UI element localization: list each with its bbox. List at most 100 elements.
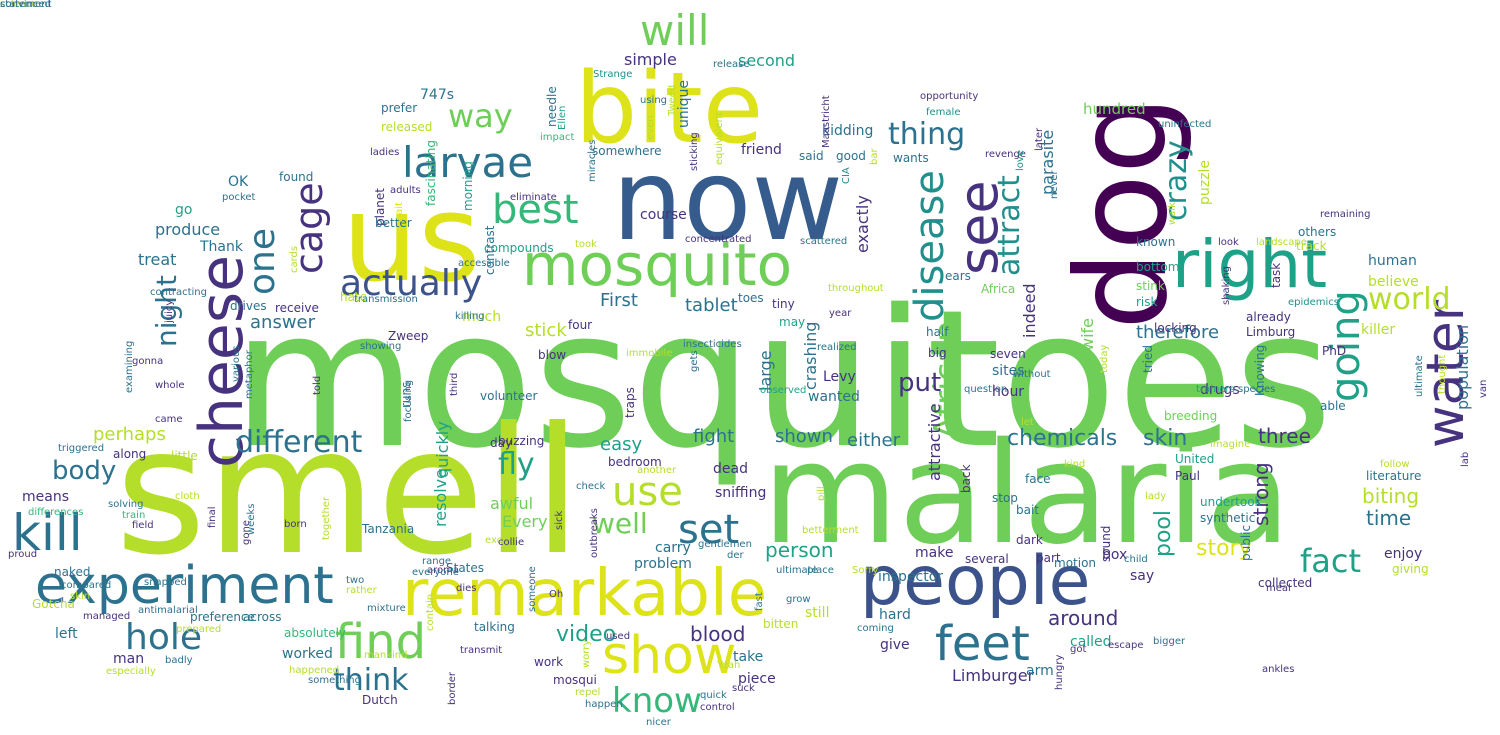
cloud-word: drives [230, 299, 267, 313]
cloud-word: fight [693, 426, 735, 447]
cloud-word: second [738, 51, 796, 70]
cloud-word: make [915, 545, 954, 561]
cloud-word: kind [1064, 459, 1086, 470]
cloud-word: little [171, 449, 198, 463]
cloud-word: imagine [1210, 439, 1251, 450]
cloud-word: different [235, 425, 363, 460]
cloud-word: follow [1380, 459, 1410, 470]
cloud-word: actually [340, 263, 483, 304]
cloud-word: lady [1145, 491, 1167, 502]
cloud-word: happened [289, 665, 340, 676]
cloud-word: prepared [176, 624, 222, 635]
cloud-word: weeks [246, 503, 257, 535]
cloud-word: right [1172, 226, 1328, 303]
cloud-word: United [1175, 452, 1215, 466]
cloud-word: something [308, 675, 361, 686]
cloud-word: control [700, 702, 735, 713]
cloud-word: find [335, 614, 427, 670]
cloud-word: two [346, 575, 365, 586]
cloud-word: love [1015, 150, 1026, 171]
cloud-word: bait [1016, 503, 1040, 517]
cloud-word: hole [125, 617, 202, 658]
cloud-word: solving [108, 499, 144, 510]
cloud-word: three [1258, 424, 1311, 448]
cloud-word: put [898, 368, 942, 398]
cloud-word: except [485, 535, 519, 546]
cloud-word: face [1025, 472, 1051, 486]
cloud-word: Thank [200, 239, 243, 255]
cloud-word: morning [461, 161, 475, 211]
cloud-word: locking [1154, 321, 1197, 335]
cloud-word: us [342, 170, 481, 309]
cloud-word: ultimate [1414, 355, 1425, 397]
cloud-word: stink [1136, 279, 1165, 293]
cloud-word: Dutch [362, 693, 398, 707]
cloud-word: problem [634, 556, 692, 572]
cloud-word: either [847, 430, 901, 451]
cloud-word: naked [54, 565, 91, 579]
cloud-word: Limburg [1246, 325, 1296, 339]
cloud-word: various [231, 345, 242, 382]
cloud-word: used [606, 631, 631, 642]
cloud-word: back [959, 464, 973, 493]
cloud-word: puzzle [1197, 160, 1213, 205]
cloud-word: trainers [1196, 384, 1235, 395]
cloud-word: species [1238, 384, 1276, 395]
cloud-word: awful [490, 494, 534, 513]
cloud-word: disease [907, 170, 953, 322]
cloud-word: snapped [144, 577, 187, 588]
cloud-word: enjoy [1384, 546, 1423, 562]
cloud-word: border [447, 671, 458, 705]
cloud-word: exactly [853, 195, 872, 253]
cloud-word: biting [1362, 484, 1420, 508]
cloud-word: adults [390, 185, 421, 196]
cloud-word: came [155, 414, 183, 425]
cloud-word: check [576, 481, 606, 492]
cloud-word: scattered [800, 236, 848, 247]
cloud-word: grow [786, 594, 811, 605]
cloud-word: born [284, 519, 307, 530]
cloud-word: tiny [772, 297, 795, 311]
cloud-word: ears [945, 269, 971, 283]
cloud-word: female [926, 107, 961, 118]
cloud-word: somewhere [592, 144, 662, 158]
cloud-word: metaphor [244, 350, 255, 399]
cloud-word: Every [502, 512, 548, 531]
cloud-word: stick [525, 320, 567, 341]
cloud-word: set [678, 507, 740, 553]
cloud-word: pool [1151, 510, 1176, 557]
cloud-word: sick [554, 510, 565, 530]
cloud-word: bigger [1153, 636, 1186, 647]
cloud-word: throughout [828, 283, 884, 294]
cloud-word: blood [690, 622, 746, 646]
cloud-word: collected [1258, 576, 1313, 590]
cloud-word: proud [8, 549, 38, 560]
cloud-word: mankind [364, 650, 408, 661]
cloud-word: may [779, 315, 806, 329]
cloud-word: fast [754, 592, 765, 611]
cloud-word: worked [282, 646, 333, 662]
cloud-word: wants [893, 151, 929, 165]
cloud-word: shaking [1221, 266, 1232, 305]
cloud-word: left [55, 626, 78, 642]
cloud-word: half [926, 325, 949, 339]
cloud-word: der [727, 550, 744, 561]
cloud-word: triggered [58, 443, 105, 454]
cloud-word: got [1070, 644, 1087, 655]
cloud-word: tablet [685, 295, 738, 316]
cloud-word: undertook [1200, 495, 1262, 509]
cloud-word: ankles [1262, 664, 1295, 675]
cloud-word: box [1102, 547, 1128, 563]
cloud-word: question [964, 384, 1008, 395]
cloud-word: chemicals [1007, 426, 1118, 451]
cloud-word: drugs [1200, 382, 1240, 398]
cloud-word: human [1368, 253, 1417, 269]
cloud-word: attractive [925, 403, 944, 481]
cloud-word: talking [474, 620, 515, 634]
cloud-word: eliminate [510, 192, 557, 203]
cloud-word: good [836, 149, 866, 163]
cloud-word: range [422, 556, 452, 567]
cloud-word: fascinating [424, 140, 438, 206]
cloud-word: giving [1392, 562, 1429, 576]
cloud-word: opportunity [920, 91, 979, 102]
